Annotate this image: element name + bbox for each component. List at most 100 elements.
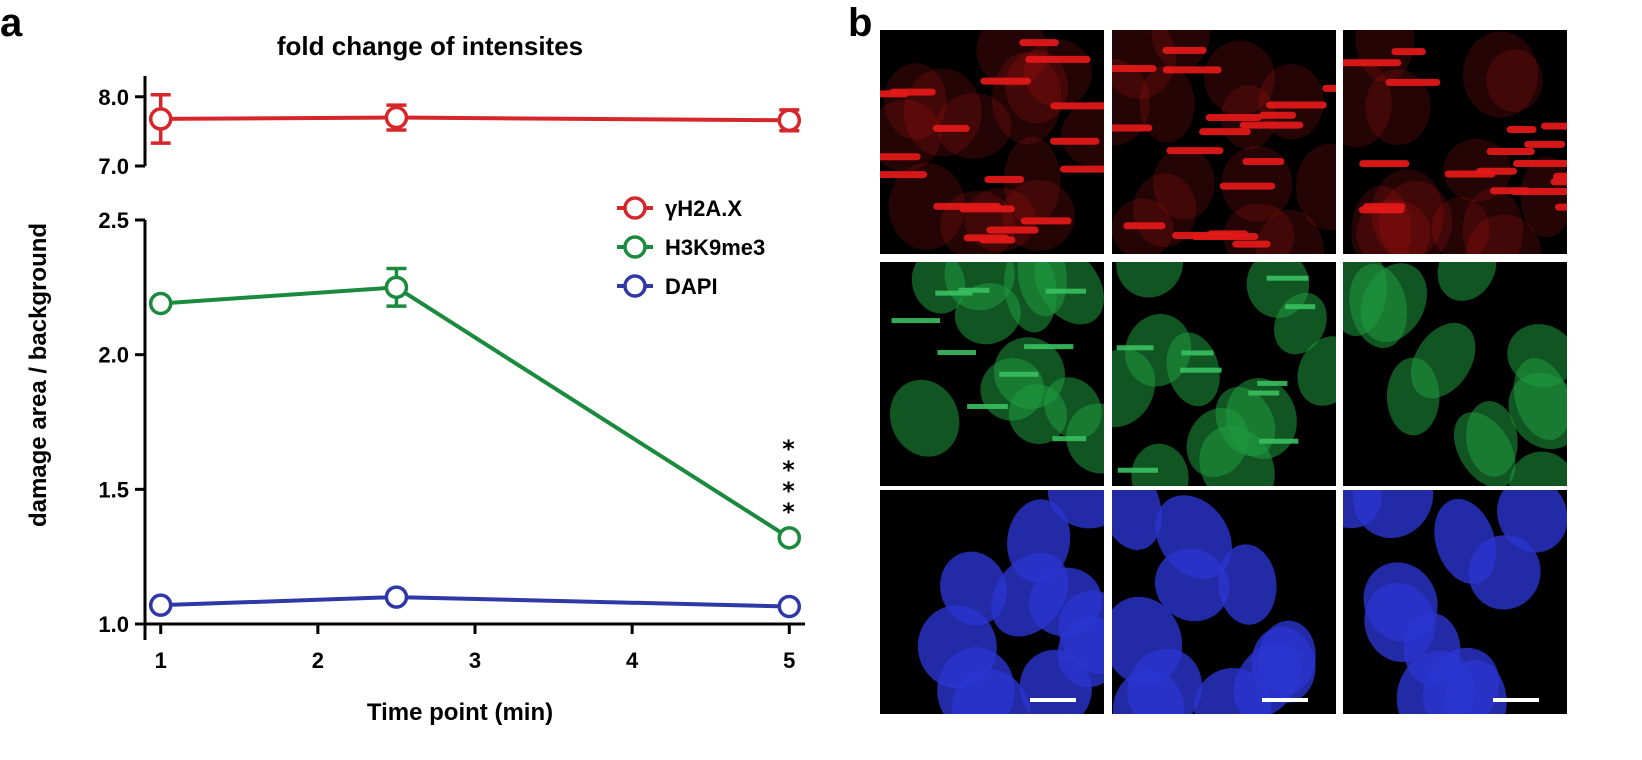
- damage-stripe: [1362, 203, 1406, 211]
- stripe: [1181, 350, 1214, 356]
- series-line: [160, 115, 790, 123]
- damage-stripe: [1322, 84, 1336, 92]
- legend-marker: [623, 235, 647, 259]
- data-point: [777, 594, 802, 619]
- stripe: [1045, 288, 1087, 294]
- nucleus: [1127, 648, 1203, 714]
- damage-stripe: [1199, 128, 1251, 136]
- axes: 7.0 8.0 1.0 1.5 2.0 2.5 1 2 3 4 5: [98, 76, 805, 673]
- nucleus-faint: [1520, 156, 1567, 238]
- micrograph-tile: [1112, 262, 1336, 486]
- nucleus: [1251, 626, 1316, 703]
- stripe: [1257, 380, 1288, 386]
- damage-stripe: [889, 88, 936, 96]
- x-tick-label: 5: [783, 648, 795, 673]
- data-point: [384, 105, 409, 130]
- nucleus: [1116, 262, 1183, 298]
- damage-stripe: [1259, 111, 1297, 119]
- y-tick-label: 2.5: [98, 208, 129, 233]
- damage-stripe: [1019, 39, 1059, 47]
- nucleus: [1194, 668, 1272, 714]
- panel-label-b: b: [848, 1, 872, 45]
- damage-stripe: [1219, 182, 1276, 190]
- nucleus-faint: [1462, 31, 1539, 118]
- nucleus: [1225, 378, 1297, 459]
- nucleus: [1508, 372, 1567, 450]
- nucleus-faint: [888, 162, 966, 250]
- nucleus-faint: [1351, 185, 1412, 254]
- nucleus: [1466, 401, 1518, 477]
- nucleus-faint: [1152, 147, 1215, 220]
- damage-stripe: [1205, 114, 1262, 122]
- nucleus-faint: [1343, 58, 1392, 148]
- data-point: [777, 526, 802, 550]
- nucleus-faint: [1204, 40, 1276, 115]
- x-tick-label: 2: [312, 648, 324, 673]
- line-chart: fold change of intensites Time point (mi…: [25, 31, 805, 726]
- stripe: [999, 371, 1039, 377]
- chart-title: fold change of intensites: [277, 31, 583, 61]
- damage-stripe: [1486, 147, 1535, 155]
- stripe: [1285, 304, 1316, 310]
- stripe: [1248, 390, 1280, 396]
- nucleus-faint: [1462, 188, 1524, 254]
- damage-stripe: [1541, 122, 1567, 130]
- nucleus: [937, 647, 1015, 714]
- panel-label-a: a: [0, 1, 23, 45]
- stripe: [1116, 345, 1154, 351]
- stripe: [891, 318, 940, 324]
- nucleus-faint: [1486, 49, 1543, 112]
- nucleus-faint: [991, 52, 1062, 145]
- microscopy-grid: [880, 30, 1567, 714]
- damage-stripe: [1123, 222, 1166, 230]
- damage-stripe: [1476, 167, 1518, 175]
- stripe: [1024, 344, 1074, 350]
- stripe: [967, 403, 1008, 409]
- data-point: [148, 291, 173, 316]
- data-point: [777, 108, 802, 133]
- damage-stripe: [1232, 240, 1271, 248]
- nucleus-faint: [1295, 143, 1336, 231]
- nucleus: [911, 262, 966, 314]
- micrograph-tile: [1112, 30, 1336, 254]
- damage-stripe: [1343, 59, 1402, 67]
- damage-stripe: [933, 202, 1002, 210]
- stripe: [1266, 275, 1309, 281]
- damage-stripe: [1510, 188, 1567, 196]
- micrograph-tile: [1343, 262, 1567, 486]
- data-point: [384, 275, 409, 300]
- stripe: [1259, 438, 1299, 444]
- legend-label: H3K9me3: [665, 235, 765, 260]
- micrograph-tile: [880, 490, 1104, 714]
- nucleus-faint: [936, 93, 1012, 159]
- damage-stripe: [1242, 158, 1285, 166]
- series-dapi: [148, 585, 802, 619]
- damage-stripe: [1385, 78, 1441, 86]
- nucleus: [1154, 548, 1230, 622]
- nucleus-faint: [884, 63, 947, 140]
- micrograph-tile: [1343, 30, 1567, 254]
- y-tick-label: 1.0: [98, 612, 129, 637]
- nucleus: [1297, 336, 1336, 406]
- damage-stripe: [1266, 101, 1327, 109]
- damage-stripe: [1553, 172, 1567, 180]
- x-tick-label: 1: [155, 648, 167, 673]
- series-h2ax: [148, 92, 802, 145]
- nucleus: [954, 283, 1021, 345]
- nucleus: [1034, 262, 1104, 325]
- micrograph-tile: [1112, 490, 1336, 714]
- y-tick-label: 2.0: [98, 343, 129, 368]
- series-line: [160, 595, 790, 609]
- damage-stripe: [979, 236, 1016, 244]
- damage-stripe: [1513, 159, 1567, 167]
- x-tick-label: 4: [626, 648, 639, 673]
- damage-stripe: [1359, 160, 1410, 168]
- data-point: [148, 593, 173, 617]
- nucleus: [1047, 490, 1104, 529]
- nucleus-faint: [1355, 30, 1415, 82]
- damage-stripe: [1112, 124, 1153, 132]
- damage-stripe: [980, 77, 1032, 85]
- nucleus: [1434, 499, 1497, 584]
- scale-bar: [1262, 698, 1308, 702]
